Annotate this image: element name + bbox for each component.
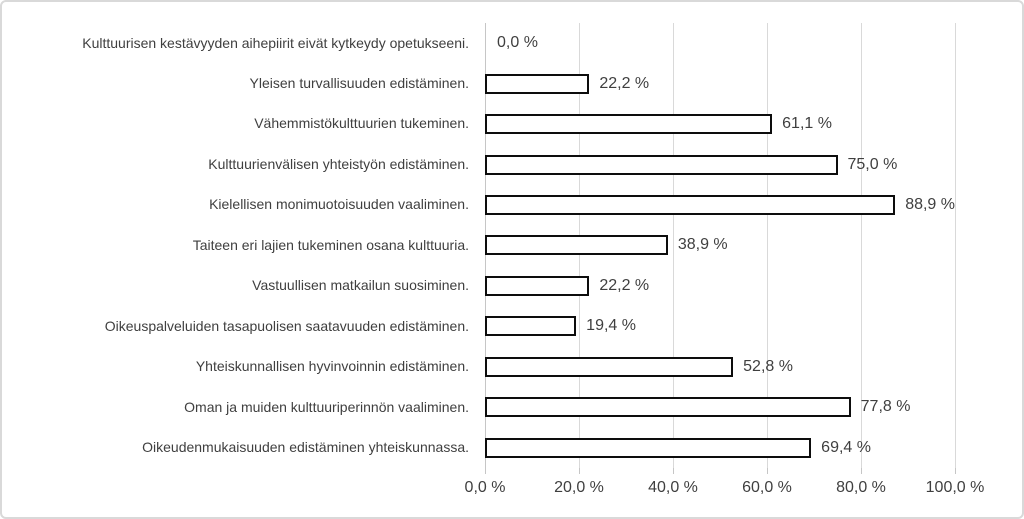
bar-value-label: 52,8 % bbox=[743, 357, 793, 375]
x-axis: 0,0 % 20,0 % 40,0 % 60,0 % 80,0 % 100,0 % bbox=[465, 479, 985, 499]
bar-row: 19,4 % bbox=[485, 306, 955, 346]
bar-row: 38,9 % bbox=[485, 225, 955, 265]
bar-value-label: 22,2 % bbox=[599, 276, 650, 294]
bar-row: 75,0 % bbox=[485, 144, 955, 184]
bar-row: 22,2 % bbox=[485, 266, 955, 306]
bar bbox=[485, 275, 590, 296]
tick-mark bbox=[767, 468, 768, 474]
bar-value-label: 75,0 % bbox=[847, 155, 898, 173]
bar bbox=[485, 195, 896, 216]
x-axis-tick-label: 0,0 % bbox=[464, 479, 506, 496]
gridline bbox=[673, 23, 674, 468]
bar bbox=[485, 235, 668, 256]
x-axis-tick-label: 40,0 % bbox=[648, 479, 698, 496]
bar bbox=[485, 397, 851, 418]
x-axis-tick-label: 20,0 % bbox=[554, 479, 604, 496]
category-label: Vastuullisen matkailun suosiminen. bbox=[252, 277, 469, 294]
bar-value-label: 38,9 % bbox=[677, 236, 728, 254]
category-label: Yhteiskunnallisen hyvinvoinnin edistämin… bbox=[195, 358, 469, 375]
bar-rows: 0,0 % 22,2 % 61,1 % 75,0 % 88,9 % 38,9 % 22,2 … bbox=[485, 23, 955, 468]
category-label: Vähemmistökulttuurien tukeminen. bbox=[254, 115, 469, 132]
bar-row: 61,1 % bbox=[485, 104, 955, 144]
bar-value-label: 77,8 % bbox=[860, 398, 911, 416]
bar-value-label: 0,0 % bbox=[497, 34, 538, 52]
category-axis: Kulttuurisen kestävyyden aihepiirit eivä… bbox=[2, 23, 469, 468]
plot-area: 0,0 % 22,2 % 61,1 % 75,0 % 88,9 % 38,9 % 22,2 … bbox=[485, 23, 956, 474]
category-label: Kulttuurienvälisen yhteistyön edistämine… bbox=[208, 155, 469, 172]
bar bbox=[485, 114, 773, 135]
bar bbox=[485, 73, 590, 94]
category-label: Oikeuspalveluiden tasapuolisen saatavuud… bbox=[104, 317, 469, 334]
gridline bbox=[767, 23, 768, 468]
category-label: Kielellisen monimuotoisuuden vaaliminen. bbox=[209, 196, 469, 213]
category-label: Kulttuurisen kestävyyden aihepiirit eivä… bbox=[82, 34, 469, 51]
tick-mark bbox=[861, 468, 862, 474]
tick-mark bbox=[673, 468, 674, 474]
category-label: Oman ja muiden kulttuuriperinnön vaalimi… bbox=[184, 398, 469, 415]
tick-mark bbox=[579, 468, 580, 474]
bar-value-label: 19,4 % bbox=[586, 317, 636, 335]
tick-mark bbox=[485, 468, 486, 474]
x-axis-tick-label: 80,0 % bbox=[836, 479, 886, 496]
bar-row: 52,8 % bbox=[485, 347, 955, 387]
bar-value-label: 88,9 % bbox=[905, 196, 955, 214]
x-axis-tick-label: 60,0 % bbox=[742, 479, 792, 496]
bar-row: 22,2 % bbox=[485, 63, 955, 103]
category-label: Oikeudenmukaisuuden edistäminen yhteisku… bbox=[142, 439, 469, 456]
x-axis-tick-label: 100,0 % bbox=[925, 479, 985, 496]
bar-row: 69,4 % bbox=[485, 428, 955, 468]
bar-value-label: 69,4 % bbox=[821, 438, 871, 456]
category-label: Yleisen turvallisuuden edistäminen. bbox=[249, 74, 469, 91]
gridline bbox=[861, 23, 862, 468]
bar bbox=[485, 154, 838, 175]
bar-value-label: 61,1 % bbox=[782, 115, 832, 133]
tick-mark bbox=[955, 468, 956, 474]
bar-row: 77,8 % bbox=[485, 387, 955, 427]
category-label: Taiteen eri lajien tukeminen osana kultt… bbox=[192, 236, 469, 253]
bar bbox=[485, 356, 734, 377]
bar bbox=[485, 437, 812, 458]
bar-row: 0,0 % bbox=[485, 23, 955, 63]
gridline bbox=[955, 23, 956, 468]
bar-row: 88,9 % bbox=[485, 185, 955, 225]
bar-value-label: 22,2 % bbox=[599, 74, 650, 92]
bar bbox=[485, 316, 577, 337]
